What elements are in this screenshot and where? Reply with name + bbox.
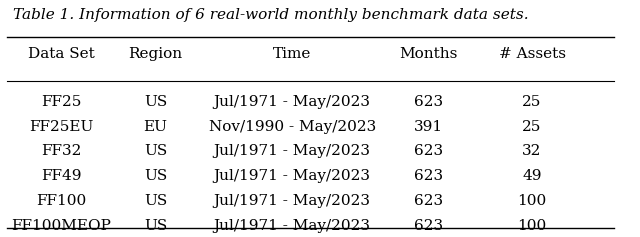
Text: 623: 623 xyxy=(414,144,444,158)
Text: US: US xyxy=(144,95,167,109)
Text: Nov/1990 - May/2023: Nov/1990 - May/2023 xyxy=(209,119,376,133)
Text: EU: EU xyxy=(143,119,168,133)
Text: US: US xyxy=(144,219,167,233)
Text: Jul/1971 - May/2023: Jul/1971 - May/2023 xyxy=(214,144,371,158)
Text: FF100: FF100 xyxy=(36,194,86,208)
Text: Table 1. Information of 6 real-world monthly benchmark data sets.: Table 1. Information of 6 real-world mon… xyxy=(13,8,529,22)
Text: # Assets: # Assets xyxy=(499,47,566,61)
Text: FF25: FF25 xyxy=(41,95,81,109)
Text: 623: 623 xyxy=(414,194,444,208)
Text: 32: 32 xyxy=(522,144,541,158)
Text: 100: 100 xyxy=(517,194,547,208)
Text: FF25EU: FF25EU xyxy=(29,119,93,133)
Text: US: US xyxy=(144,194,167,208)
Text: 25: 25 xyxy=(522,95,541,109)
Text: Time: Time xyxy=(273,47,311,61)
Text: FF100MEOP: FF100MEOP xyxy=(12,219,111,233)
Text: Region: Region xyxy=(129,47,182,61)
Text: Jul/1971 - May/2023: Jul/1971 - May/2023 xyxy=(214,194,371,208)
Text: US: US xyxy=(144,144,167,158)
Text: 100: 100 xyxy=(517,219,547,233)
Text: 623: 623 xyxy=(414,169,444,183)
Text: 391: 391 xyxy=(414,119,444,133)
Text: Data Set: Data Set xyxy=(28,47,95,61)
Text: US: US xyxy=(144,169,167,183)
Text: Jul/1971 - May/2023: Jul/1971 - May/2023 xyxy=(214,219,371,233)
Text: Jul/1971 - May/2023: Jul/1971 - May/2023 xyxy=(214,169,371,183)
Text: 623: 623 xyxy=(414,219,444,233)
Text: 25: 25 xyxy=(522,119,541,133)
Text: Months: Months xyxy=(399,47,458,61)
Text: FF49: FF49 xyxy=(41,169,81,183)
Text: FF32: FF32 xyxy=(41,144,81,158)
Text: Jul/1971 - May/2023: Jul/1971 - May/2023 xyxy=(214,95,371,109)
Text: 49: 49 xyxy=(522,169,542,183)
Text: 623: 623 xyxy=(414,95,444,109)
